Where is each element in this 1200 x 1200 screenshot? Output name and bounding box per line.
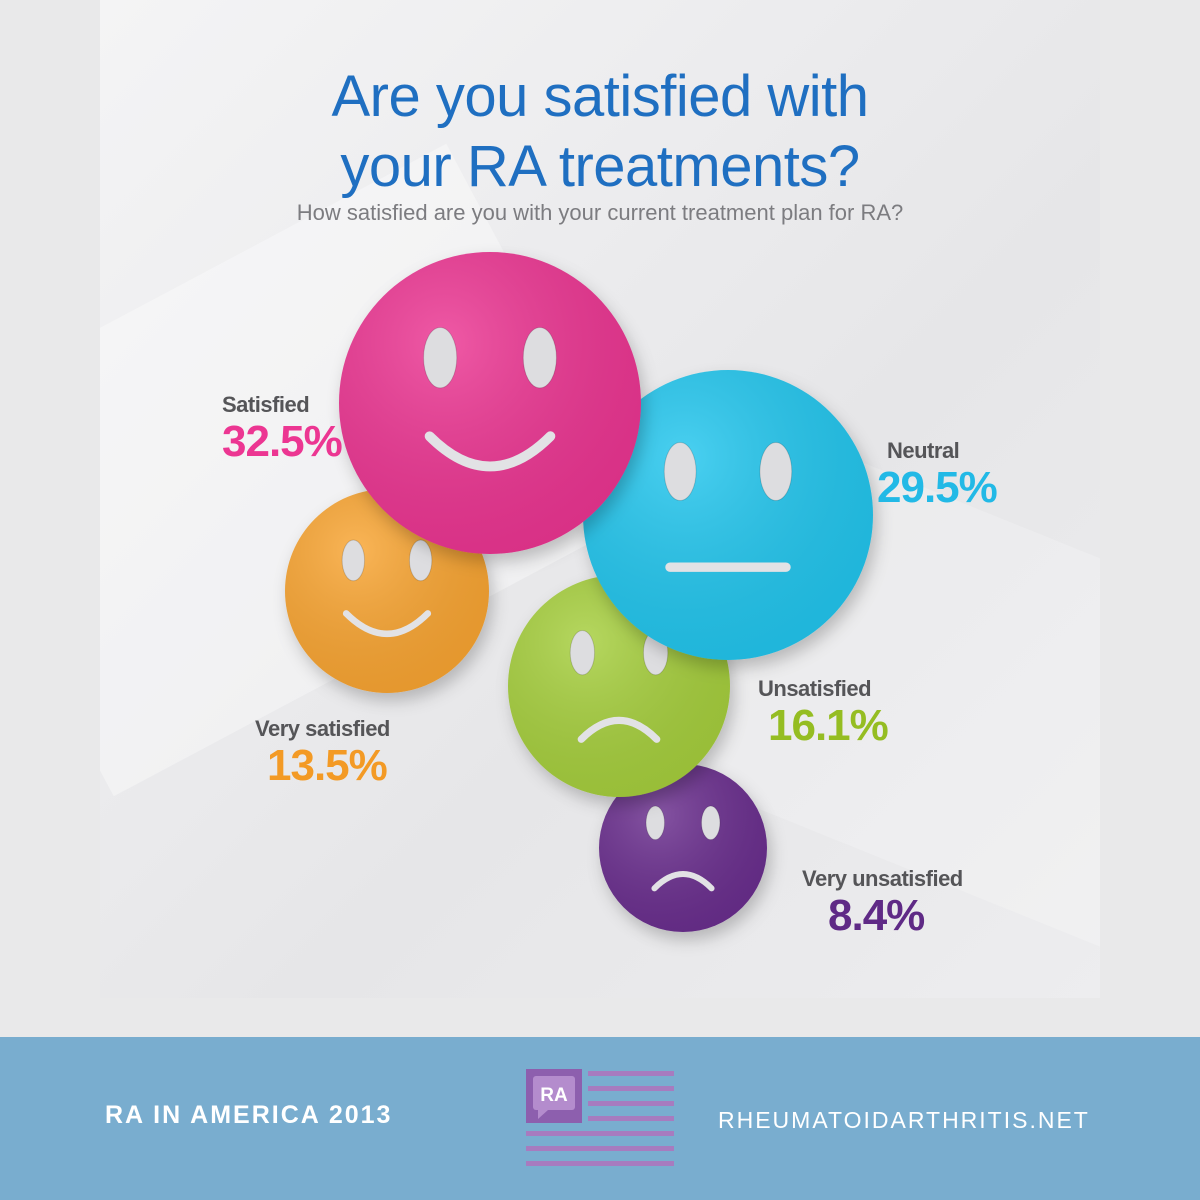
footer-bar: RA IN AMERICA 2013 RA RHEUMATOIDARTHRITI… <box>0 1037 1200 1200</box>
face-satisfied <box>339 252 641 554</box>
eye <box>700 805 721 841</box>
label-name: Unsatisfied <box>758 676 872 701</box>
face-gloss <box>583 370 873 660</box>
flag-stripes-icon <box>526 1071 674 1166</box>
mouth <box>424 431 556 472</box>
eye <box>408 539 433 582</box>
label-value: 29.5% <box>877 463 998 512</box>
face-gloss <box>339 252 641 554</box>
footer-website: RHEUMATOIDARTHRITIS.NET <box>718 1107 1090 1133</box>
title-line-2: your RA treatments? <box>340 134 860 199</box>
mouth <box>577 716 661 743</box>
chart-subtitle: How satisfied are you with your current … <box>296 200 904 225</box>
label-name: Very unsatisfied <box>802 866 963 891</box>
eye <box>423 327 458 389</box>
eye <box>569 630 596 676</box>
label-satisfied: Satisfied 32.5% <box>222 392 343 466</box>
face-neutral <box>583 370 873 660</box>
label-value: 13.5% <box>267 741 388 790</box>
mouth <box>342 610 432 637</box>
ra-flag-logo: RA <box>526 1069 674 1166</box>
eye <box>759 442 793 501</box>
speech-bubble-icon: RA <box>526 1069 582 1123</box>
title-line-1: Are you satisfied with <box>331 64 869 129</box>
label-unsatisfied: Unsatisfied 16.1% <box>758 676 889 750</box>
label-value: 8.4% <box>828 891 925 940</box>
eye <box>341 539 366 582</box>
label-name: Satisfied <box>222 392 310 417</box>
label-value: 16.1% <box>768 701 889 750</box>
chart-title: Are you satisfied with your RA treatment… <box>100 62 1100 202</box>
label-name: Neutral <box>887 438 960 463</box>
label-name: Very satisfied <box>255 716 390 741</box>
label-value: 32.5% <box>222 417 343 466</box>
eye <box>522 327 557 389</box>
label-very-satisfied: Very satisfied 13.5% <box>255 716 390 790</box>
eye <box>645 805 666 841</box>
mouth <box>651 871 715 892</box>
eye <box>663 442 697 501</box>
label-neutral: Neutral 29.5% <box>877 438 998 512</box>
face-very-unsatisfied <box>599 764 767 932</box>
face-gloss <box>599 764 767 932</box>
footer-campaign-title: RA IN AMERICA 2013 <box>105 1101 393 1129</box>
label-very-unsatisfied: Very unsatisfied 8.4% <box>802 866 963 940</box>
logo-text: RA <box>540 1085 568 1106</box>
infographic-panel: Are you satisfied with your RA treatment… <box>100 0 1100 998</box>
faces-chart <box>285 252 873 932</box>
